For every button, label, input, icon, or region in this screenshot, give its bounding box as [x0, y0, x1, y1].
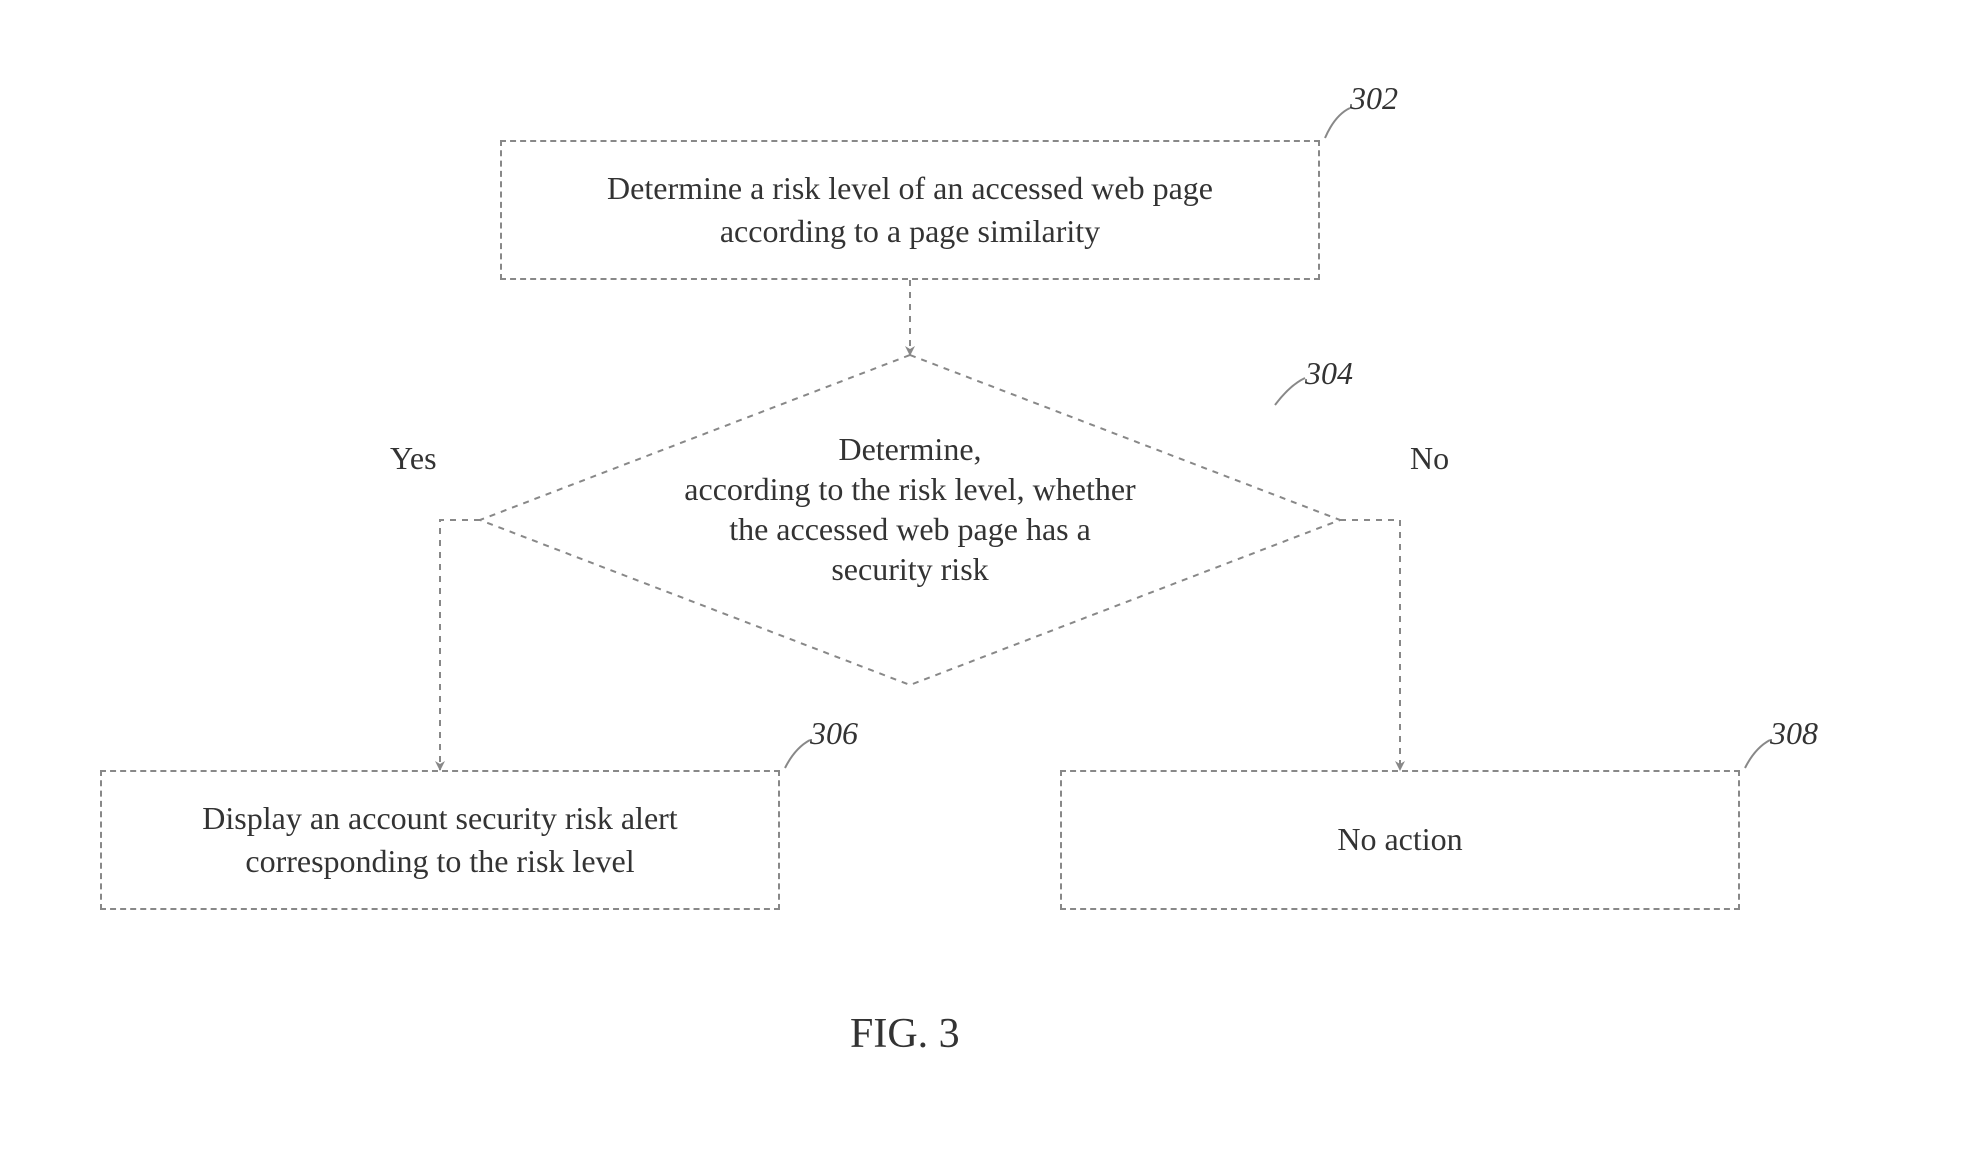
- decision-diamond-304-line3: the accessed web page has a: [729, 511, 1091, 547]
- ref-308: 308: [1770, 715, 1818, 752]
- leader-308: [1745, 740, 1770, 768]
- decision-diamond-304-line4: security risk: [831, 551, 988, 587]
- ref-302: 302: [1350, 80, 1398, 117]
- flowchart-canvas: Determine a risk level of an accessed we…: [0, 0, 1977, 1173]
- ref-304: 304: [1305, 355, 1353, 392]
- edge-label-yes: Yes: [390, 440, 437, 477]
- flowchart-svg: Determine, according to the risk level, …: [0, 0, 1977, 1173]
- decision-diamond-304-line2: according to the risk level, whether: [684, 471, 1136, 507]
- leader-304: [1275, 378, 1305, 405]
- leader-306: [785, 740, 810, 768]
- ref-306: 306: [810, 715, 858, 752]
- edge-304-306: [440, 520, 480, 770]
- figure-label: FIG. 3: [850, 1010, 960, 1058]
- decision-diamond-304-line1: Determine,: [838, 431, 981, 467]
- edge-label-no: No: [1410, 440, 1449, 477]
- edge-304-308: [1340, 520, 1400, 770]
- leader-302: [1325, 108, 1350, 138]
